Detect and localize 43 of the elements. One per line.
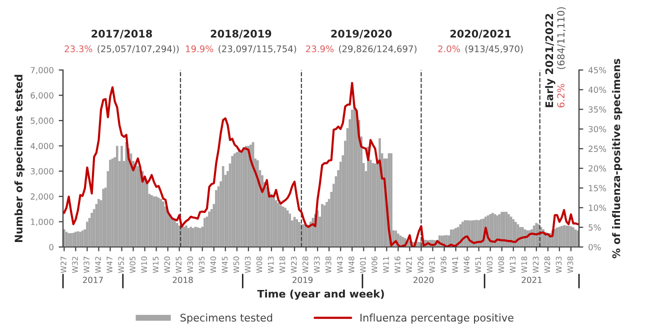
text: (684/11,110): [557, 7, 566, 70]
legend-label: Influenza percentage positive: [360, 314, 514, 324]
text: (23,097/115,754): [218, 45, 296, 54]
text: 2021: [522, 276, 542, 284]
text: 2.0%: [438, 45, 460, 52]
y2-tick-label: 15%: [588, 184, 606, 192]
text: 2018/2019: [210, 30, 272, 38]
y-tick-label: 1,000: [31, 218, 54, 226]
y2-tick-label: 30%: [588, 126, 606, 132]
y-tick-label: 6,000: [30, 92, 54, 100]
y-tick-label: 2,000: [30, 193, 54, 201]
y2-tick-label: 0%: [588, 244, 601, 250]
text: 2019: [292, 276, 313, 284]
y2-tick-label: 25%: [588, 146, 606, 152]
text: 2017: [82, 276, 103, 284]
x-axis-title: Time (year and week): [257, 290, 384, 300]
legend-label: Specimens tested: [180, 314, 272, 324]
y-tick-label: 3,000: [30, 168, 54, 176]
text: 2020/2021: [450, 30, 511, 38]
annotation: 6.2%: [557, 84, 565, 108]
y2-tick-label: 20%: [588, 165, 606, 172]
y2-tick-label: 40%: [588, 86, 606, 93]
text: (913/45,970): [465, 45, 523, 54]
text: (29,826/124,697): [339, 45, 416, 54]
text: (25,057/107,294)): [98, 45, 179, 54]
text: 2018: [172, 276, 193, 284]
text: 2019/2020: [331, 30, 392, 38]
text: 2020: [414, 276, 434, 284]
text: 23.9%: [306, 45, 334, 52]
y2-tick-label: 45%: [588, 66, 606, 74]
text: 2017/2018: [92, 30, 152, 38]
y-axis-title: Number of specimens tested: [14, 74, 25, 242]
y-tick-label: 0: [49, 244, 54, 250]
y2-tick-label: 10%: [588, 204, 606, 211]
text: 19.9%: [186, 45, 214, 52]
y2-tick-label: 5%: [588, 224, 601, 231]
y-tick-label: 7,000: [30, 66, 54, 74]
y2-axis-title: % of influenza-positive specimens: [612, 58, 622, 258]
y2-tick-label: 35%: [588, 106, 606, 113]
y-tick-label: 5,000: [30, 118, 54, 125]
annotation: Early 2021/2022: [545, 14, 556, 108]
y-tick-label: 4,000: [30, 142, 54, 150]
text: 23.3%: [64, 45, 92, 52]
